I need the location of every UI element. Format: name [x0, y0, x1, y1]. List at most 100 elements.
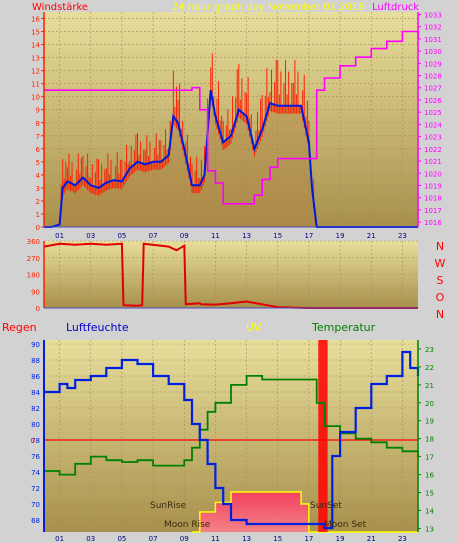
temperature-tick-label: 18	[425, 436, 434, 444]
pressure-tick-label: 1027	[424, 85, 442, 93]
direction-tick-label: 180	[27, 272, 40, 280]
humidity-line	[44, 350, 420, 530]
humidity-tick-label: 84	[31, 389, 40, 397]
pressure-tick-label: 1018	[424, 195, 442, 203]
pressure-tick-label: 1016	[424, 219, 442, 227]
wind-area-fill	[44, 90, 418, 227]
wind-panel-background	[44, 12, 418, 227]
pressure-tick-label: 1029	[424, 60, 442, 68]
climate-x-tick-label: 13	[242, 535, 251, 543]
temperature-line	[44, 375, 419, 476]
pressure-line	[44, 30, 419, 205]
wind-x-tick-label: 15	[273, 232, 282, 240]
climate-x-tick-label: 23	[398, 535, 407, 543]
wind-panel-axes: 0123456789101112131415161016101710181019…	[31, 11, 442, 240]
wind-tick-label: 5	[36, 159, 40, 167]
wind-x-tick-label: 05	[117, 232, 126, 240]
wind-x-tick-label: 23	[398, 232, 407, 240]
climate-x-tick-label: 17	[304, 535, 313, 543]
pressure-tick-label: 1033	[424, 11, 442, 19]
pressure-tick-label: 1022	[424, 146, 442, 154]
wind-tick-label: 16	[31, 16, 40, 24]
pressure-tick-label: 1028	[424, 73, 442, 81]
climate-panel-series	[44, 340, 420, 533]
pressure-tick-label: 1025	[424, 109, 442, 117]
climate-x-tick-label: 07	[149, 535, 158, 543]
wind-tick-label: 1	[36, 211, 40, 219]
humidity-title: Luftfeuchte	[66, 321, 129, 334]
temperature-tick-label: 21	[425, 382, 434, 390]
wind-title: Windstärke	[32, 2, 88, 13]
temperature-tick-label: 17	[425, 454, 434, 462]
wind-tick-label: 9	[36, 107, 40, 115]
humidity-tick-label: 86	[31, 373, 40, 381]
wind-tick-label: 10	[31, 94, 40, 102]
wind-tick-label: 13	[31, 55, 40, 63]
climate-x-tick-label: 05	[117, 535, 126, 543]
uv-area	[192, 492, 418, 532]
wind-tick-label: 6	[36, 146, 41, 154]
climate-x-tick-label: 15	[273, 535, 282, 543]
wind-gust-fill	[44, 90, 418, 227]
wind-tick-label: 14	[31, 42, 40, 50]
pressure-title: Luftdruck	[372, 2, 419, 13]
humidity-tick-label: 88	[31, 357, 40, 365]
uv-title: UV	[246, 321, 262, 334]
temperature-tick-label: 14	[425, 507, 434, 515]
direction-compass-label: W	[435, 257, 446, 270]
sunrise-label: SunRise	[150, 501, 187, 511]
temperature-tick-label: 20	[425, 400, 434, 408]
temperature-tick-label: 16	[425, 472, 434, 480]
pressure-tick-label: 1031	[424, 36, 442, 44]
climate-x-tick-label: 21	[367, 535, 376, 543]
temperature-tick-label: 15	[425, 490, 434, 498]
direction-compass-label: O	[436, 291, 445, 304]
temperature-tick-label: 23	[425, 346, 434, 354]
climate-panel-axes: 68 70 72 74 76 78 80 82 84 86 88 90 13 14 15 16 17 18 19 20…	[31, 340, 434, 543]
pressure-tick-label: 1032	[424, 24, 442, 32]
humidity-tick-label: 78	[31, 437, 40, 445]
wind-tick-label: 15	[31, 29, 40, 37]
pressure-tick-label: 1019	[424, 182, 442, 190]
moonrise-label: Moon Rise	[164, 520, 211, 530]
wind-tick-label: 2	[36, 198, 40, 206]
wind-x-tick-label: 21	[367, 232, 376, 240]
wind-tick-label: 4	[36, 172, 41, 180]
humidity-tick-label: 70	[31, 501, 40, 509]
wind-tick-label: 11	[31, 81, 40, 89]
climate-x-tick-label: 01	[55, 535, 64, 543]
direction-compass-label: N	[436, 308, 444, 321]
temperature-tick-label: 19	[425, 418, 434, 426]
direction-tick-label: 360	[27, 238, 40, 246]
pressure-tick-label: 1020	[424, 170, 442, 178]
sunset-label: SunSet	[310, 501, 342, 511]
humidity-tick-label: 82	[31, 405, 40, 413]
wind-x-tick-label: 01	[55, 232, 64, 240]
pressure-tick-label: 1026	[424, 97, 442, 105]
temperature-title: Temperatur	[311, 321, 376, 334]
uv-line	[192, 491, 418, 533]
direction-tick-label: 90	[31, 288, 40, 296]
humidity-tick-label: 68	[31, 517, 40, 525]
direction-panel-background	[44, 241, 418, 308]
climate-x-tick-label: 19	[336, 535, 345, 543]
wind-x-tick-label: 17	[304, 232, 313, 240]
rain-bar	[318, 340, 328, 532]
temperature-tick-label: 13	[425, 525, 434, 533]
pressure-tick-label: 1024	[424, 121, 442, 129]
climate-x-tick-label: 11	[211, 535, 220, 543]
direction-compass-label: S	[437, 274, 444, 287]
wind-tick-label: 3	[36, 185, 40, 193]
wind-tick-label: 8	[36, 120, 40, 128]
temperature-tick-label: 22	[425, 364, 434, 372]
pressure-tick-label: 1021	[424, 158, 442, 166]
pressure-tick-label: 1030	[424, 48, 442, 56]
wind-x-tick-label: 13	[242, 232, 251, 240]
humidity-tick-label: 76	[31, 453, 40, 461]
wind-x-tick-label: 19	[336, 232, 345, 240]
direction-tick-label: 270	[27, 255, 40, 263]
wind-x-tick-label: 07	[149, 232, 158, 240]
direction-compass-label: N	[436, 240, 444, 253]
